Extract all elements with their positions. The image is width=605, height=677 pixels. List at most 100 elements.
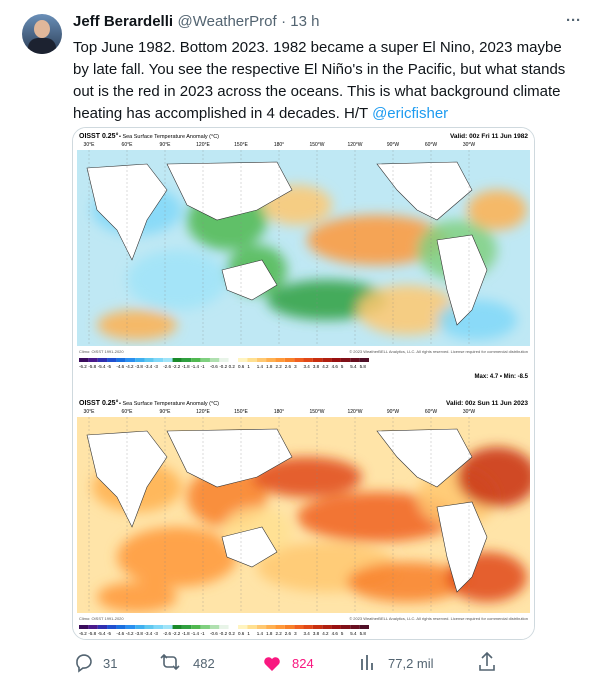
header: Jeff Berardelli @WeatherProf · 13 h xyxy=(73,13,319,31)
colorbar-label: 1.8 xyxy=(266,364,273,369)
colorbar-cell xyxy=(163,358,173,362)
colorbar-cell xyxy=(144,625,154,629)
colorbar-cell xyxy=(359,625,369,629)
colorbar-label: 3.8 xyxy=(313,631,320,636)
anomaly-blob xyxy=(467,190,527,230)
colorbar-cell xyxy=(97,625,108,629)
reply-count: 31 xyxy=(103,656,117,671)
colorbar-cell xyxy=(228,625,239,629)
colorbar-label: -2.6 xyxy=(163,364,171,369)
colorbar-label: 1.4 xyxy=(257,631,264,636)
colorbar-label: 2.6 xyxy=(285,364,292,369)
colorbar-cell xyxy=(284,358,295,362)
colorbar-label: 2.6 xyxy=(285,631,292,636)
graticule xyxy=(88,417,470,613)
longitude-label: 120°W xyxy=(347,142,362,148)
colorbar-label: -1 xyxy=(201,364,205,369)
colorbar-label: 3.4 xyxy=(304,631,311,636)
colorbar-cell xyxy=(247,358,257,362)
longitude-label: 30°W xyxy=(463,409,476,415)
colorbar-label: 1.4 xyxy=(257,364,264,369)
colorbar-label: -0.2 xyxy=(219,364,227,369)
landmass xyxy=(376,428,473,488)
colorbar-cell xyxy=(294,358,304,362)
map-credit: © 2023 WeatherBELL Analytics, LLC. All r… xyxy=(349,616,528,621)
colorbar-label: 1 xyxy=(247,631,250,636)
author-name[interactable]: Jeff Berardelli xyxy=(73,13,174,30)
colorbar-cell xyxy=(88,625,98,629)
map-maxmin: Max: 4.7 • Min: -8.5 xyxy=(475,374,529,380)
colorbar-cell xyxy=(97,358,108,362)
colorbar-label: 3 xyxy=(294,364,297,369)
landmass xyxy=(221,259,278,301)
colorbar-cell xyxy=(266,358,276,362)
colorbar-cell xyxy=(191,625,201,629)
colorbar-cell xyxy=(135,625,145,629)
colorbar-label: -6.2 xyxy=(79,364,87,369)
longitude-label: 60°E xyxy=(122,142,134,148)
colorbar-label: -3.4 xyxy=(144,631,152,636)
colorbar-label: -2.6 xyxy=(163,631,171,636)
anomaly-blob xyxy=(252,457,362,497)
colorbar-label: -4.6 xyxy=(116,364,124,369)
like-icon[interactable] xyxy=(264,657,280,671)
view-count: 77,2 mil xyxy=(388,656,434,671)
longitude-label: 150°E xyxy=(234,409,248,415)
colorbar-label: 5.4 xyxy=(350,364,357,369)
media[interactable]: OISST 0.25° • Sea Surface Temperature Ano… xyxy=(72,127,535,640)
time[interactable]: · 13 h xyxy=(281,13,320,30)
author-handle[interactable]: @WeatherProf xyxy=(177,13,277,30)
retweet-icon[interactable] xyxy=(160,653,180,671)
colorbar-label: 0.2 xyxy=(229,631,236,636)
mention[interactable]: @ericfisher xyxy=(372,105,449,122)
colorbar-label: -3.8 xyxy=(135,364,143,369)
map-panel: OISST 0.25° • Sea Surface Temperature Ano… xyxy=(73,395,534,639)
reply-icon[interactable] xyxy=(76,654,92,673)
colorbar-label: 2.2 xyxy=(275,631,282,636)
colorbar-label: 4.6 xyxy=(332,364,339,369)
like-count: 824 xyxy=(292,656,314,671)
colorbar-label: 3.8 xyxy=(313,364,320,369)
colorbar-label: -6.2 xyxy=(79,631,87,636)
colorbar-cell xyxy=(172,625,182,629)
colorbar-cell xyxy=(125,358,136,362)
map-subtitle: • Sea Surface Temperature Anomaly (°C) xyxy=(119,134,219,140)
colorbar-label: -5.4 xyxy=(98,631,106,636)
colorbar-cell xyxy=(275,358,285,362)
map-subtitle: • Sea Surface Temperature Anomaly (°C) xyxy=(119,401,219,407)
views-icon[interactable] xyxy=(361,655,373,670)
colorbar-cell xyxy=(322,625,332,629)
colorbar-label: -3.8 xyxy=(135,631,143,636)
colorbar-cell xyxy=(191,358,201,362)
colorbar-label: -1.8 xyxy=(182,631,190,636)
colorbar-label: -2.2 xyxy=(173,364,181,369)
retweet-count: 482 xyxy=(193,656,215,671)
share-icon[interactable] xyxy=(479,651,495,671)
map-valid: Valid: 00z Fri 11 Jun 1982 xyxy=(450,133,528,140)
colorbar-label: -0.6 xyxy=(210,364,218,369)
colorbar-cell xyxy=(228,358,239,362)
colorbar-label: 1 xyxy=(247,364,250,369)
map-title: OISST 0.25° xyxy=(79,399,119,407)
longitude-label: 60°W xyxy=(425,142,438,148)
map-credit: © 2023 WeatherBELL Analytics, LLC. All r… xyxy=(349,349,528,354)
longitude-label: 30°E xyxy=(84,142,96,148)
colorbar-cell xyxy=(247,625,257,629)
colorbar-cell xyxy=(322,358,332,362)
colorbar-label: 3 xyxy=(294,631,297,636)
more-button[interactable]: ··· xyxy=(566,12,581,29)
anomaly-blob xyxy=(97,582,177,612)
longitude-label: 150°W xyxy=(309,142,324,148)
colorbar-cell xyxy=(238,625,248,629)
tweet-text: Top June 1982. Bottom 2023. 1982 became … xyxy=(73,37,565,125)
landmass xyxy=(376,161,473,221)
map-climo: Climo: OISST 1991-2020 xyxy=(79,616,124,621)
colorbar-label: 5.4 xyxy=(350,631,357,636)
colorbar-label: -2.2 xyxy=(173,631,181,636)
colorbar-cell xyxy=(116,358,126,362)
text-line: heating has accomplished in 4 decades. H… xyxy=(73,105,368,122)
colorbar-label: 0.2 xyxy=(229,364,236,369)
longitude-label: 30°W xyxy=(463,142,476,148)
avatar[interactable] xyxy=(22,14,62,54)
colorbar-cell xyxy=(107,358,117,362)
